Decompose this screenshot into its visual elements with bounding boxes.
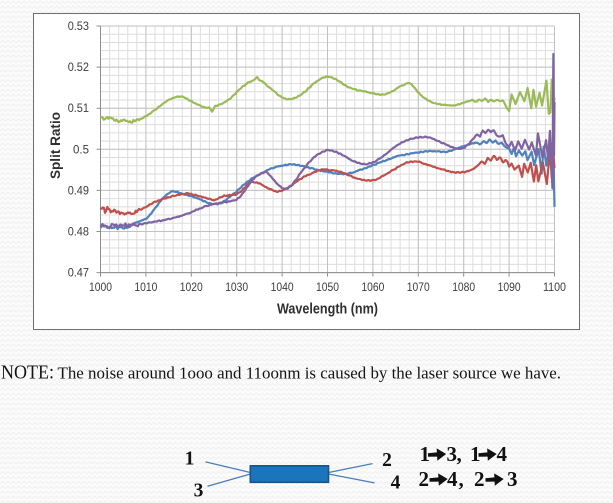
svg-text:1050: 1050 (316, 282, 339, 294)
svg-text:1090: 1090 (498, 282, 521, 294)
svg-text:0.53: 0.53 (68, 21, 89, 33)
svg-text:0.52: 0.52 (68, 62, 89, 74)
svg-text:0.51: 0.51 (68, 103, 89, 115)
svg-text:1010: 1010 (134, 282, 157, 294)
svg-text:Wavelength (nm): Wavelength (nm) (277, 302, 378, 318)
svg-text:4: 4 (447, 467, 458, 491)
svg-text:0.5: 0.5 (73, 144, 89, 156)
svg-text:,: , (457, 442, 462, 466)
svg-text:1030: 1030 (225, 282, 248, 294)
svg-text:1080: 1080 (452, 282, 475, 294)
svg-text:3: 3 (507, 467, 518, 491)
svg-text:0.47: 0.47 (68, 268, 89, 280)
svg-text:Split Ratio: Split Ratio (47, 112, 63, 179)
svg-text:,: , (459, 467, 464, 491)
svg-text:0.48: 0.48 (68, 227, 89, 239)
svg-text:3: 3 (194, 481, 204, 502)
svg-text:1: 1 (420, 442, 431, 466)
svg-text:0.49: 0.49 (68, 185, 89, 197)
svg-text:2: 2 (382, 450, 392, 471)
svg-text:1: 1 (185, 449, 195, 470)
svg-text:NOTE:: NOTE: (1, 362, 54, 383)
svg-text:1060: 1060 (361, 282, 384, 294)
svg-text:4: 4 (391, 473, 401, 494)
svg-text:1020: 1020 (180, 282, 203, 294)
svg-text:1070: 1070 (407, 282, 430, 294)
svg-text:1040: 1040 (271, 282, 294, 294)
svg-text:1100: 1100 (543, 282, 566, 294)
svg-text:3: 3 (447, 442, 458, 466)
svg-text:1: 1 (470, 442, 481, 466)
svg-text:4: 4 (497, 442, 508, 466)
svg-text:The noise around 1ooo and 11oo: The noise around 1ooo and 11oonm is caus… (58, 363, 562, 382)
svg-text:2: 2 (419, 467, 430, 491)
svg-text:2: 2 (474, 467, 485, 491)
svg-text:1000: 1000 (89, 282, 112, 294)
